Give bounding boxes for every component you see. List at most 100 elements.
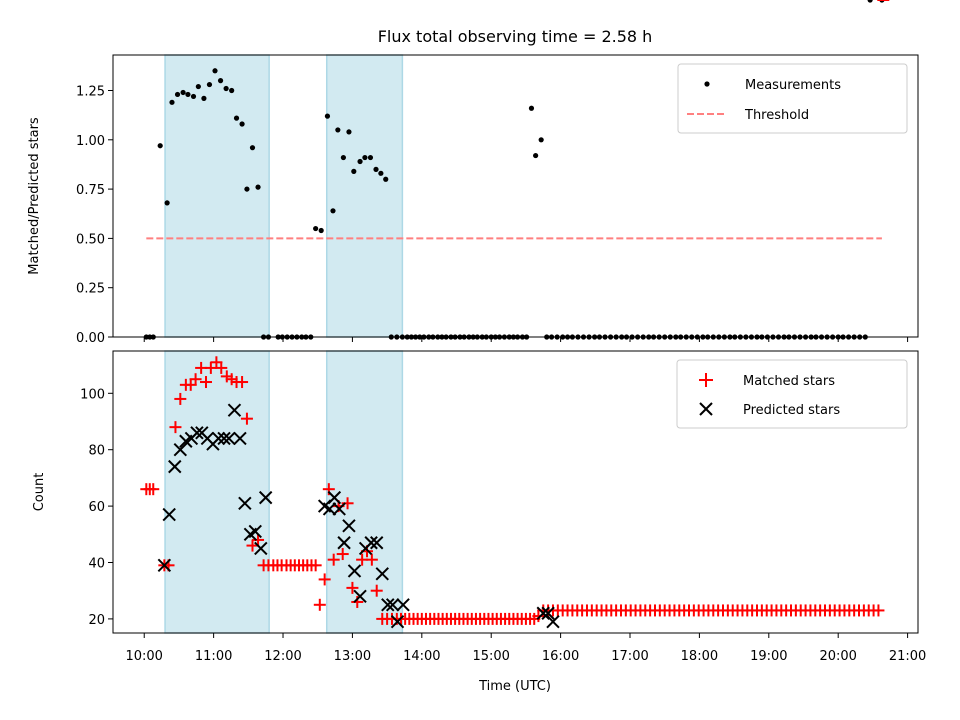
measurement-point — [233, 115, 240, 121]
bottom-y-axis-label: Count — [32, 473, 47, 512]
legend-measurement-marker — [704, 81, 710, 87]
measurement-point — [378, 170, 384, 176]
measurement-point — [318, 227, 324, 234]
measurement-point — [244, 186, 250, 192]
predicted-star-marker — [258, 490, 273, 505]
matched-star-marker — [346, 581, 359, 594]
top-observing-band-0 — [164, 54, 270, 338]
predicted-star-marker — [353, 589, 367, 604]
bottom-ytick-label: 80 — [88, 444, 105, 459]
predicted-star-marker — [385, 598, 400, 612]
measurement-point — [867, 0, 873, 3]
matched-star-marker — [336, 548, 349, 561]
matched-star-marker — [189, 373, 202, 386]
measurement-point — [538, 137, 544, 143]
top-legend: Measurements Threshold — [677, 63, 908, 134]
xtick-label: 13:00 — [334, 649, 371, 664]
measurement-point — [357, 158, 363, 165]
measurement-point — [346, 129, 352, 135]
bottom-observing-bands — [164, 350, 404, 634]
matched-star-marker — [169, 421, 182, 434]
measurement-point — [362, 154, 368, 161]
x-axis-label: Time (UTC) — [478, 679, 551, 694]
predicted-star-marker — [162, 507, 176, 522]
predicted-star-marker — [364, 536, 378, 550]
measurement-point — [157, 143, 163, 149]
matched-star-marker — [204, 361, 217, 374]
measurement-point — [217, 78, 224, 84]
predicted-stars-markers — [157, 403, 560, 629]
matched-star-marker — [370, 584, 383, 597]
bottom-axes-frame — [112, 350, 919, 634]
xtick-label: 18:00 — [681, 649, 718, 664]
predicted-star-marker — [173, 442, 188, 457]
legend-predicted-label: Predicted stars — [743, 403, 840, 418]
measurement-point — [185, 91, 191, 98]
predicted-star-marker — [541, 606, 555, 620]
predicted-star-marker — [168, 459, 182, 474]
xtick-label: 17:00 — [611, 649, 648, 664]
predicted-star-marker — [211, 431, 226, 446]
measurement-point — [174, 91, 181, 98]
measurement-point — [313, 225, 319, 232]
top-x-ticks — [143, 337, 909, 342]
measurement-point — [169, 99, 175, 105]
measurement-point — [340, 154, 346, 161]
legend-matched-marker — [699, 373, 713, 387]
predicted-star-marker — [227, 403, 242, 417]
measurement-point — [180, 89, 186, 96]
legend-threshold-label: Threshold — [744, 108, 809, 123]
predicted-star-marker — [254, 541, 268, 556]
matched-star-marker — [199, 376, 212, 389]
predicted-star-marker — [342, 519, 356, 533]
predicted-star-marker — [332, 502, 346, 516]
predicted-star-marker — [390, 615, 405, 629]
matched-star-marker — [365, 553, 378, 566]
bottom-ytick-label: 40 — [88, 557, 105, 572]
xtick-label: 21:00 — [889, 649, 926, 664]
top-legend-box — [677, 63, 908, 134]
predicted-star-marker — [327, 490, 342, 505]
predicted-star-marker — [381, 598, 395, 612]
matched-stars-markers — [140, 0, 890, 625]
top-ytick-label: 0.75 — [76, 183, 105, 198]
measurement-point — [528, 105, 535, 111]
measurement-point — [201, 95, 207, 101]
matched-star-marker — [872, 604, 885, 617]
measurement-point — [383, 176, 389, 182]
xtick-label: 10:00 — [125, 649, 162, 664]
measurement-point — [533, 152, 539, 159]
predicted-star-marker — [238, 496, 252, 510]
matched-star-marker — [252, 533, 265, 546]
bottom-x-ticks: 10:00 11:00 12:00 13:00 14:00 15:00 16:00 17:00… — [125, 633, 926, 664]
top-ytick-label: 0.50 — [76, 232, 105, 247]
measurement-point — [239, 121, 245, 127]
matched-star-marker — [240, 412, 253, 425]
predicted-star-marker — [375, 567, 389, 581]
measurement-point — [190, 93, 197, 100]
measurement-point — [367, 154, 374, 161]
top-ytick-label: 0.00 — [76, 331, 105, 346]
bottom-ytick-label: 20 — [88, 613, 105, 628]
top-axes-frame — [112, 54, 919, 338]
bottom-y-ticks: 20 40 60 80 100 — [80, 387, 113, 628]
predicted-star-marker — [190, 426, 204, 440]
top-ytick-label: 1.00 — [76, 134, 105, 149]
bottom-ytick-label: 60 — [88, 500, 105, 515]
matched-star-marker — [215, 361, 228, 374]
xtick-label: 16:00 — [542, 649, 579, 664]
predicted-star-marker — [546, 615, 560, 629]
chart-title: Flux total observing time = 2.58 h — [378, 27, 653, 46]
top-y-ticks: 0.00 0.25 0.50 0.75 1.00 1.25 — [76, 84, 113, 346]
predicted-star-marker — [248, 524, 262, 539]
xtick-label: 19:00 — [750, 649, 787, 664]
top-observing-band-1 — [325, 54, 404, 338]
predicted-star-marker — [369, 536, 384, 550]
top-ytick-label: 0.25 — [76, 282, 105, 297]
matched-star-marker — [236, 376, 249, 389]
xtick-label: 14:00 — [403, 649, 440, 664]
xtick-label: 11:00 — [195, 649, 232, 664]
legend-measurements-label: Measurements — [745, 78, 841, 93]
xtick-label: 15:00 — [472, 649, 509, 664]
